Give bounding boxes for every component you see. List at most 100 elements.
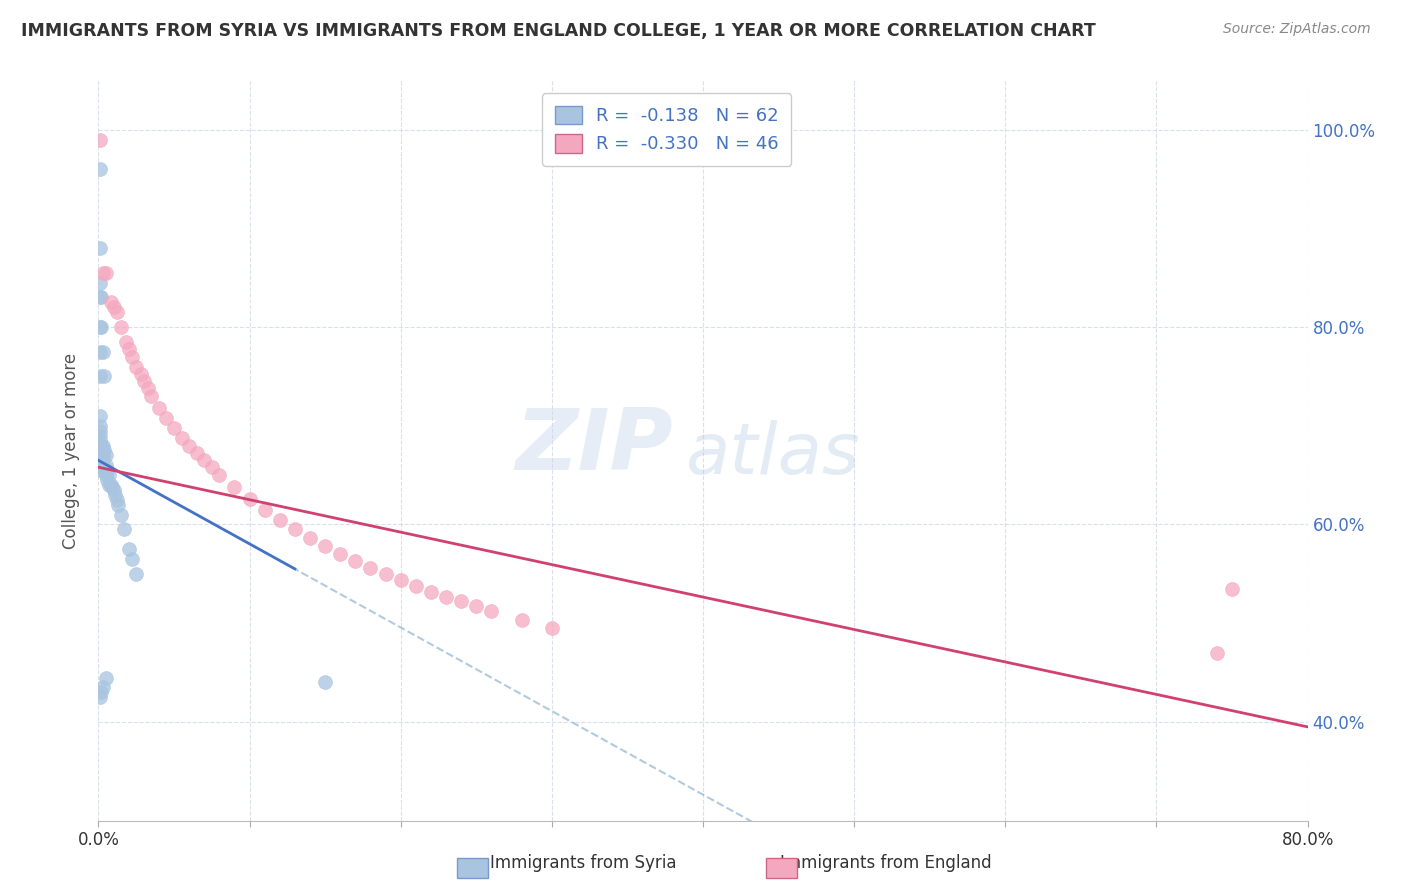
Point: [208, 468, 231, 483]
Point: [89, 344, 111, 359]
Point: [89, 690, 111, 705]
Point: [90, 443, 112, 458]
Point: [90, 458, 112, 473]
Point: [91, 681, 114, 695]
Point: [93, 443, 115, 458]
Point: [148, 401, 170, 415]
Point: [89, 290, 111, 304]
Point: [420, 584, 443, 599]
Point: [89, 449, 111, 463]
Point: [434, 590, 457, 604]
Point: [100, 478, 122, 492]
Point: [186, 446, 208, 460]
Point: [360, 561, 382, 575]
Point: [89, 409, 111, 423]
Text: Immigrants from Syria: Immigrants from Syria: [491, 855, 676, 872]
Point: [96, 473, 118, 487]
Point: [89, 450, 111, 465]
Point: [193, 453, 215, 467]
Point: [91, 266, 114, 280]
Point: [105, 305, 128, 319]
Point: [284, 523, 307, 537]
Point: [91, 450, 114, 465]
Point: [89, 463, 111, 477]
Point: [89, 434, 111, 448]
Point: [155, 410, 177, 425]
Point: [374, 566, 396, 581]
Text: Immigrants from England: Immigrants from England: [780, 855, 991, 872]
Point: [136, 381, 159, 395]
Text: IMMIGRANTS FROM SYRIA VS IMMIGRANTS FROM ENGLAND COLLEGE, 1 YEAR OR MORE CORRELA: IMMIGRANTS FROM SYRIA VS IMMIGRANTS FROM…: [21, 22, 1095, 40]
Point: [239, 491, 262, 506]
Point: [94, 458, 117, 473]
Point: [103, 483, 125, 497]
Point: [90, 453, 112, 467]
Point: [89, 453, 111, 467]
Legend: R =  -0.138   N = 62, R =  -0.330   N = 46: R = -0.138 N = 62, R = -0.330 N = 46: [541, 93, 792, 166]
Point: [129, 368, 152, 382]
Point: [1220, 582, 1243, 596]
Point: [93, 463, 115, 477]
Point: [89, 418, 111, 433]
Point: [98, 478, 121, 492]
Point: [540, 621, 562, 635]
Point: [101, 480, 124, 494]
Point: [104, 488, 127, 502]
Point: [91, 458, 114, 473]
Point: [91, 344, 114, 359]
Point: [118, 542, 141, 557]
Text: ZIP: ZIP: [515, 405, 672, 488]
Point: [91, 438, 114, 452]
Point: [389, 573, 412, 587]
Text: atlas: atlas: [685, 419, 859, 489]
Point: [253, 502, 276, 516]
Point: [90, 449, 112, 463]
Point: [96, 463, 118, 477]
Point: [94, 266, 117, 280]
Point: [125, 359, 148, 374]
Point: [89, 276, 111, 290]
Point: [481, 604, 503, 618]
Point: [510, 613, 533, 627]
Point: [98, 468, 121, 483]
Point: [269, 512, 291, 526]
Point: [89, 458, 111, 473]
Point: [114, 334, 136, 349]
Point: [90, 438, 112, 452]
Point: [100, 295, 122, 310]
Point: [89, 428, 111, 442]
Point: [163, 421, 186, 435]
Point: [89, 443, 111, 458]
Point: [125, 566, 148, 581]
Point: [405, 579, 427, 593]
Point: [90, 290, 112, 304]
Text: Source: ZipAtlas.com: Source: ZipAtlas.com: [1223, 22, 1371, 37]
Point: [94, 468, 117, 483]
Point: [314, 539, 336, 553]
Point: [103, 301, 125, 315]
Point: [94, 449, 117, 463]
Point: [93, 369, 115, 384]
Point: [89, 241, 111, 255]
Point: [89, 369, 111, 384]
Point: [450, 594, 472, 608]
Point: [89, 453, 111, 467]
Point: [90, 685, 112, 699]
Point: [118, 342, 141, 356]
Point: [170, 431, 193, 445]
Point: [344, 554, 367, 568]
Point: [89, 458, 111, 473]
Point: [94, 671, 117, 685]
Point: [314, 675, 336, 690]
Point: [121, 552, 143, 566]
Point: [1206, 646, 1229, 660]
Point: [329, 547, 352, 561]
Point: [90, 320, 112, 334]
Point: [105, 492, 128, 507]
Point: [89, 132, 111, 146]
Point: [89, 453, 111, 467]
Point: [89, 438, 111, 452]
Y-axis label: College, 1 year or more: College, 1 year or more: [62, 352, 80, 549]
Point: [89, 446, 111, 460]
Point: [89, 449, 111, 463]
